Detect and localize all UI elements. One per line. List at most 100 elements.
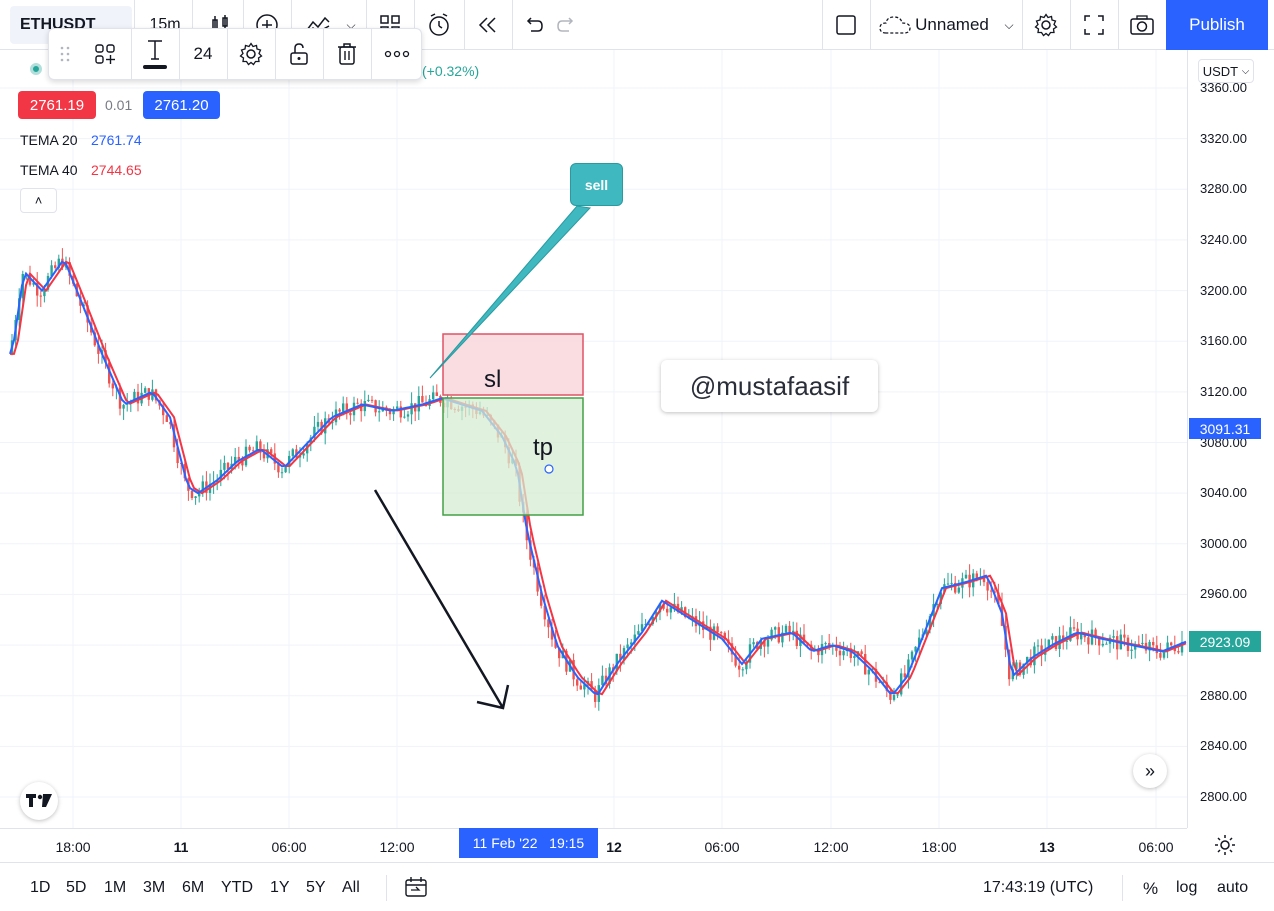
candle-body: [842, 651, 845, 656]
range-1y[interactable]: 1Y: [270, 879, 290, 896]
candle-body: [1148, 641, 1151, 651]
stop-loss-zone[interactable]: [442, 333, 584, 396]
sell-callout[interactable]: sell: [570, 163, 623, 206]
sell-price-button[interactable]: 2761.19: [18, 91, 96, 119]
trend-arrow[interactable]: [373, 489, 505, 709]
toolbar-divider: [1118, 0, 1119, 50]
candle-body: [324, 418, 327, 434]
candle-body: [162, 405, 165, 416]
log-scale-toggle[interactable]: log: [1176, 879, 1198, 896]
candle-body: [313, 426, 316, 438]
candle-body: [658, 603, 662, 613]
trend-arrow-head: [476, 684, 510, 710]
range-5d[interactable]: 5D: [66, 879, 87, 896]
chart-canvas[interactable]: [0, 50, 1187, 828]
range-ytd[interactable]: YTD: [221, 879, 253, 896]
candle-body: [1098, 638, 1101, 646]
price-tick-label: 3160.00: [1200, 333, 1247, 349]
author-watermark[interactable]: @mustafaasif: [661, 360, 878, 412]
candle-body: [194, 496, 197, 499]
candle-body: [637, 631, 640, 635]
candle-body: [885, 682, 888, 691]
range-1m[interactable]: 1M: [104, 879, 127, 896]
square-icon[interactable]: [826, 0, 866, 50]
take-profit-label[interactable]: tp: [533, 434, 554, 461]
alert-icon[interactable]: [420, 0, 460, 50]
scroll-to-realtime-button[interactable]: »: [1133, 754, 1167, 788]
candle-body: [280, 472, 284, 474]
crosshair-date: 11 Feb '22: [472, 835, 538, 851]
candle-body: [399, 406, 402, 418]
fullscreen-icon[interactable]: [1074, 0, 1114, 50]
candle-body: [554, 639, 557, 648]
candle-body: [867, 669, 870, 675]
currency-label: USDT: [1202, 63, 1239, 79]
indicator-name-tema40[interactable]: TEMA 40: [20, 162, 78, 178]
camera-icon[interactable]: [1122, 0, 1162, 50]
candle-body: [345, 403, 348, 414]
candle-body: [558, 647, 561, 659]
percent-scale-toggle[interactable]: %: [1143, 879, 1159, 898]
chevron-down-icon[interactable]: ⌵: [346, 17, 356, 32]
redo-icon[interactable]: [552, 0, 582, 50]
more-icon[interactable]: [375, 29, 419, 79]
collapse-legend-button[interactable]: ˄: [20, 188, 57, 213]
candle-body: [1040, 645, 1043, 655]
candle-body: [378, 411, 381, 413]
candle-body: [860, 651, 863, 655]
settings-icon[interactable]: [1026, 0, 1066, 50]
candle-body: [349, 413, 352, 416]
candle-body: [1130, 649, 1133, 651]
lock-icon[interactable]: [279, 29, 319, 79]
template-icon[interactable]: [85, 29, 125, 79]
range-1d[interactable]: 1D: [30, 879, 51, 896]
toolbar-divider: [870, 0, 871, 50]
time-tick-label: 06:00: [704, 839, 740, 855]
candle-body: [421, 396, 424, 403]
tradingview-logo[interactable]: [20, 782, 58, 820]
time-tick-label: 12:00: [813, 839, 849, 855]
candle-body: [889, 690, 892, 700]
candle-body: [1101, 643, 1104, 646]
candle-body: [219, 469, 222, 480]
drawing-handle[interactable]: [544, 464, 554, 474]
range-3m[interactable]: 3M: [143, 879, 166, 896]
utc-clock[interactable]: 17:43:19 (UTC): [983, 879, 1094, 896]
replay-icon[interactable]: [468, 0, 508, 50]
stop-loss-label[interactable]: sl: [484, 366, 502, 393]
range-5y[interactable]: 5Y: [306, 879, 326, 896]
candle-body: [133, 391, 136, 402]
go-to-date-icon[interactable]: [405, 877, 427, 902]
candle-body: [918, 637, 921, 647]
candle-body: [838, 650, 842, 656]
font-size-button[interactable]: 24: [193, 44, 213, 63]
currency-select[interactable]: USDT ⌵: [1198, 59, 1254, 83]
candle-body: [370, 399, 374, 401]
take-profit-zone[interactable]: [442, 397, 584, 516]
candle-body: [871, 668, 874, 670]
candle-body: [946, 583, 950, 585]
text-color-icon[interactable]: [135, 29, 175, 79]
candle-body: [1137, 643, 1140, 645]
toolbar-divider: [192, 0, 193, 50]
undo-icon[interactable]: [518, 0, 548, 50]
candle-body: [1170, 642, 1173, 646]
chevron-down-icon[interactable]: ⌵: [1004, 17, 1014, 32]
auto-scale-toggle[interactable]: auto: [1217, 879, 1249, 896]
candle-body: [720, 632, 723, 634]
trash-icon[interactable]: [327, 29, 367, 79]
candle-body: [50, 265, 53, 277]
candle-body: [633, 634, 636, 643]
candle-body: [734, 654, 737, 666]
price-axis[interactable]: 3360.00 3320.00 3280.00 3240.00 3200.00 3160.…: [1187, 50, 1274, 828]
drag-handle-icon[interactable]: [53, 29, 77, 79]
indicator-name-tema20[interactable]: TEMA 20: [20, 132, 78, 148]
range-all[interactable]: All: [342, 879, 360, 896]
buy-price-button[interactable]: 2761.20: [143, 91, 220, 119]
publish-button[interactable]: Publish: [1166, 0, 1268, 50]
range-6m[interactable]: 6M: [182, 879, 205, 896]
settings-icon[interactable]: [231, 29, 271, 79]
candle-body: [316, 421, 320, 427]
layout-name[interactable]: Unnamed: [915, 15, 989, 34]
chart-settings-icon[interactable]: [1214, 834, 1236, 861]
